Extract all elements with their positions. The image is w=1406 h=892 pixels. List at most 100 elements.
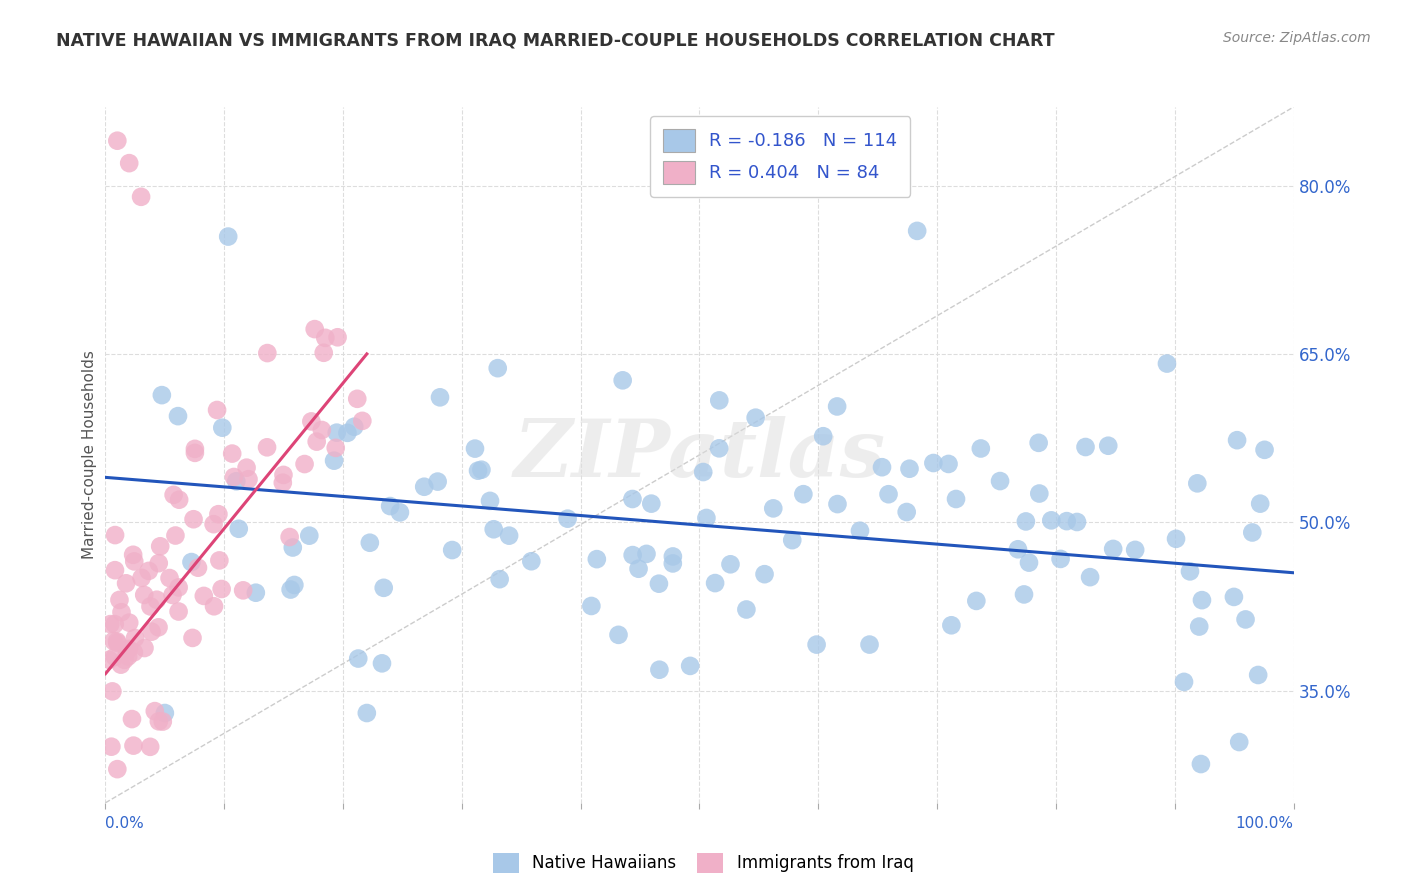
Point [648,663,671,677]
Point [1178,565,1201,579]
Point [1187,476,1209,491]
Point [1241,525,1264,540]
Point [162,488,184,502]
Point [636,547,658,561]
Point [520,554,543,568]
Point [1223,590,1246,604]
Point [104,528,127,542]
Point [122,739,145,753]
Point [281,541,304,555]
Point [101,684,124,698]
Point [256,440,278,454]
Point [211,582,233,596]
Point [323,453,346,467]
Point [695,511,717,525]
Point [121,712,143,726]
Point [180,555,202,569]
Point [105,634,128,648]
Point [1028,435,1050,450]
Point [486,361,509,376]
Point [1015,515,1038,529]
Point [139,739,162,754]
Point [1227,735,1250,749]
Point [148,620,170,634]
Point [811,429,834,443]
Point [807,156,830,170]
Point [1234,612,1257,626]
Text: NATIVE HAWAIIAN VS IMMIGRANTS FROM IRAQ MARRIED-COUPLE HOUSEHOLDS CORRELATION CH: NATIVE HAWAIIAN VS IMMIGRANTS FROM IRAQ … [56,31,1054,49]
Point [557,511,579,525]
Point [167,581,190,595]
Point [98,653,121,667]
Point [806,638,828,652]
Point [1074,440,1097,454]
Point [122,548,145,562]
Point [184,446,207,460]
Point [115,643,138,657]
Point [110,605,132,619]
Point [181,631,204,645]
Point [1156,357,1178,371]
Point [232,583,254,598]
Point [704,576,727,591]
Point [280,582,302,597]
Point [825,400,848,414]
Point [104,649,127,664]
Point [662,557,685,571]
Point [970,442,993,456]
Point [146,592,169,607]
Point [792,487,814,501]
Point [1253,442,1275,457]
Point [104,617,127,632]
Point [184,442,207,456]
Point [298,529,321,543]
Point [134,588,156,602]
Point [464,442,486,456]
Point [482,522,505,536]
Point [744,410,766,425]
Point [709,393,731,408]
Point [122,554,145,568]
Point [441,543,464,558]
Point [735,602,758,616]
Point [105,134,128,148]
Point [896,505,918,519]
Point [325,425,347,440]
Point [225,475,247,489]
Point [1164,532,1187,546]
Point [1247,668,1270,682]
Point [373,581,395,595]
Point [187,560,209,574]
Point [141,624,163,639]
Point [1189,757,1212,772]
Point [905,224,928,238]
Point [941,618,963,632]
Point [105,636,128,650]
Point [347,651,370,665]
Point [1188,619,1211,633]
Point [413,480,436,494]
Point [143,704,166,718]
Point [388,505,411,519]
Point [378,499,401,513]
Point [965,594,987,608]
Point [607,628,630,642]
Point [205,403,228,417]
Point [612,373,634,387]
Point [870,460,893,475]
Point [294,457,316,471]
Point [202,599,225,614]
Point [1097,439,1119,453]
Point [271,475,294,490]
Point [1078,570,1101,584]
Point [211,420,233,434]
Point [207,507,229,521]
Point [152,714,174,729]
Y-axis label: Married-couple Households: Married-couple Households [82,351,97,559]
Point [359,535,381,549]
Point [898,461,921,475]
Point [1123,542,1146,557]
Point [202,517,225,532]
Point [122,645,145,659]
Point [311,423,333,437]
